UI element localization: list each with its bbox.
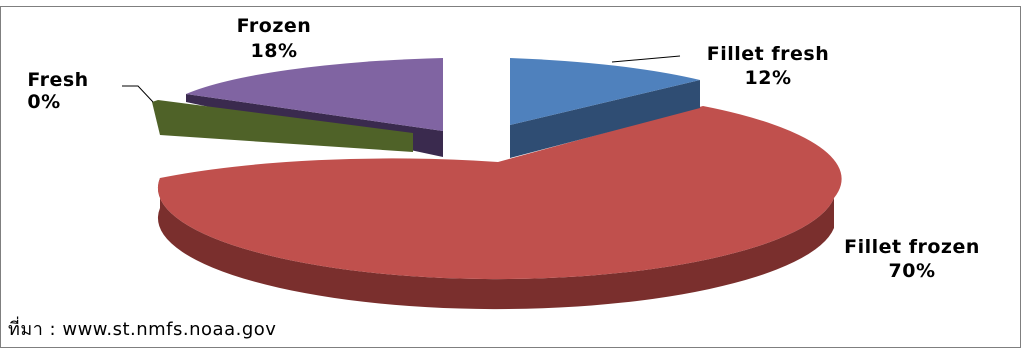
- slice-fillet-frozen-top: [157, 106, 842, 280]
- leader-line-fresh: [122, 85, 154, 103]
- label-fillet-frozen-pct: 70%: [889, 260, 936, 282]
- slice-frozen-top: [186, 58, 443, 131]
- slice-fresh-face: [152, 100, 413, 152]
- label-fillet-fresh-name: Fillet fresh: [707, 43, 829, 65]
- label-frozen-pct: 18%: [251, 40, 298, 62]
- leader-line-fillet-fresh: [611, 55, 681, 63]
- slice-fillet-fresh: [510, 58, 700, 158]
- source-note: ที่มา : www.st.nmfs.noaa.gov: [8, 319, 277, 340]
- slice-fresh: [152, 100, 413, 152]
- label-fresh-name: Fresh: [27, 69, 88, 91]
- slice-fillet-fresh-side: [510, 80, 700, 158]
- slice-fillet-frozen: [157, 106, 842, 310]
- label-fillet-frozen-name: Fillet frozen: [844, 236, 980, 258]
- slice-fillet-fresh-top: [510, 58, 700, 125]
- label-fresh-pct: 0%: [27, 91, 60, 113]
- label-frozen-name: Frozen: [237, 15, 312, 37]
- slice-fillet-frozen-side: [157, 178, 834, 310]
- label-fillet-fresh-pct: 12%: [745, 67, 792, 89]
